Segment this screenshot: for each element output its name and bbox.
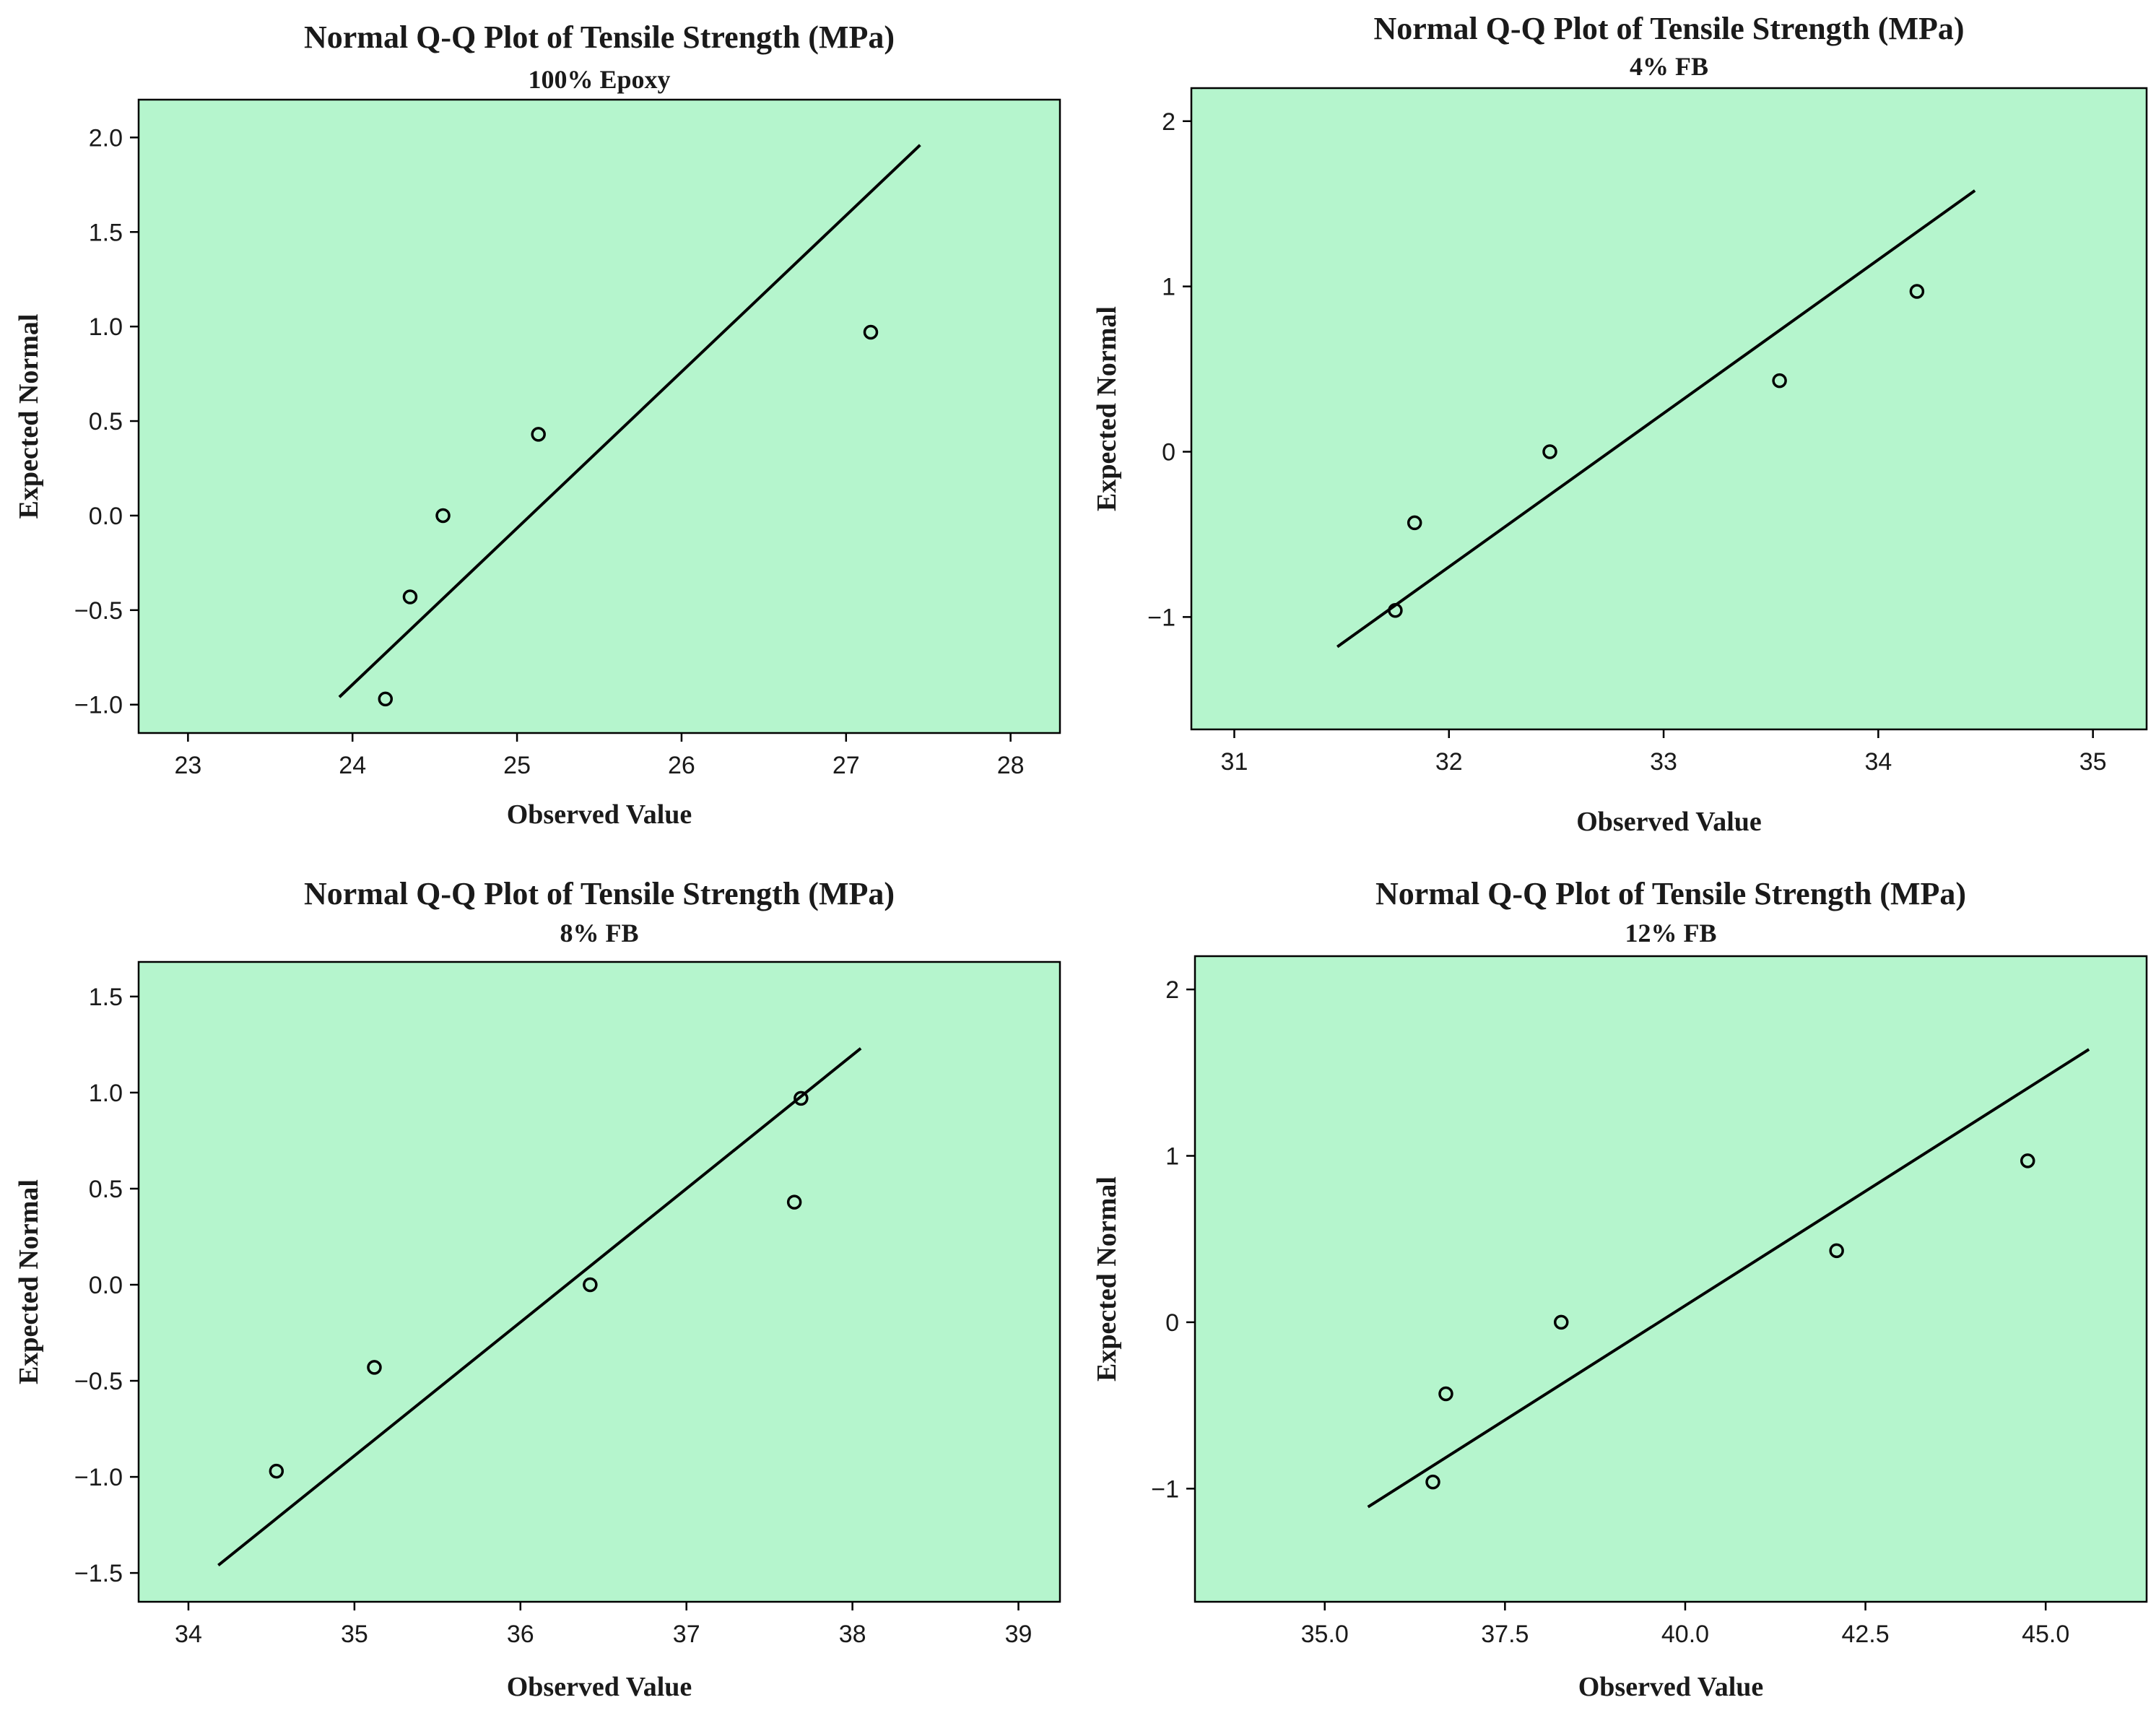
x-tick-label: 40.0 (1661, 1621, 1709, 1648)
y-axis-title: Expected Normal (1092, 306, 1122, 511)
qq-panel-4-fb: Normal Q-Q Plot of Tensile Strength (MPa… (1078, 0, 2156, 856)
y-tick-label: 1.5 (89, 984, 123, 1011)
x-tick-label: 39 (1005, 1621, 1033, 1648)
x-tick-label: 25 (503, 752, 531, 779)
reference-line (338, 144, 921, 698)
reference-line (1367, 1048, 2090, 1509)
x-tick-label: 37.5 (1481, 1621, 1529, 1648)
chart-title: Normal Q-Q Plot of Tensile Strength (MPa… (1374, 11, 1965, 46)
data-point (1772, 373, 1787, 389)
data-point (1388, 602, 1403, 618)
chart-svg: Normal Q-Q Plot of Tensile Strength (MPa… (1092, 11, 2148, 837)
y-tick-label: 1.0 (89, 1080, 123, 1107)
x-tick-label: 33 (1650, 748, 1677, 776)
y-tick-label: 1 (1165, 1142, 1179, 1170)
chart-subtitle: 100% Epoxy (528, 65, 670, 94)
y-tick-label: −1.0 (74, 1464, 123, 1491)
y-tick-label: 0.0 (89, 503, 123, 530)
x-tick-label: 34 (1864, 748, 1892, 776)
y-tick-label: −0.5 (74, 1368, 123, 1395)
plot-area (137, 98, 1061, 734)
y-tick-label: −1 (1147, 604, 1175, 631)
x-tick-label: 45.0 (2022, 1621, 2069, 1648)
data-point (367, 1360, 382, 1375)
qq-panel-8-fb: Normal Q-Q Plot of Tensile Strength (MPa… (0, 856, 1078, 1713)
x-tick-label: 23 (174, 752, 201, 779)
reference-line (1336, 189, 1976, 649)
x-axis-title: Observed Value (1578, 1672, 1764, 1702)
qq-panel-100-epoxy: Normal Q-Q Plot of Tensile Strength (MPa… (0, 0, 1078, 856)
x-axis-title: Observed Value (1576, 807, 1762, 837)
y-tick-label: 2 (1162, 108, 1175, 136)
y-tick-label: −1.0 (74, 692, 123, 719)
y-tick-label: 2.0 (89, 124, 123, 152)
y-tick-label: −0.5 (74, 597, 123, 625)
chart-svg: Normal Q-Q Plot of Tensile Strength (MPa… (14, 876, 1061, 1702)
data-point (863, 324, 879, 340)
chart-subtitle: 4% FB (1630, 52, 1708, 81)
data-point (2020, 1153, 2035, 1168)
data-point (402, 589, 418, 604)
data-point (1542, 444, 1557, 459)
data-point (583, 1277, 598, 1293)
y-tick-label: 2 (1165, 976, 1179, 1004)
x-tick-label: 36 (507, 1621, 534, 1648)
y-tick-label: 1.5 (89, 219, 123, 246)
data-point (435, 508, 451, 524)
data-point (1407, 515, 1422, 531)
y-tick-label: 0.0 (89, 1272, 123, 1299)
data-point (1553, 1314, 1569, 1330)
x-tick-label: 32 (1435, 748, 1463, 776)
y-axis-title: Expected Normal (14, 314, 44, 519)
x-tick-label: 35 (341, 1621, 368, 1648)
y-tick-label: 1.0 (89, 313, 123, 341)
x-tick-label: 35.0 (1301, 1621, 1349, 1648)
data-point (1425, 1474, 1440, 1490)
plot-area (1190, 87, 2148, 731)
y-tick-label: 0.5 (89, 1176, 123, 1203)
chart-subtitle: 8% FB (560, 919, 638, 947)
x-tick-label: 27 (833, 752, 860, 779)
chart-title: Normal Q-Q Plot of Tensile Strength (MPa… (1375, 876, 1966, 911)
x-tick-label: 28 (997, 752, 1025, 779)
chart-title: Normal Q-Q Plot of Tensile Strength (MPa… (304, 876, 895, 911)
y-axis-title: Expected Normal (14, 1179, 44, 1384)
chart-svg: Normal Q-Q Plot of Tensile Strength (MPa… (1092, 876, 2148, 1702)
x-tick-label: 24 (339, 752, 366, 779)
x-tick-label: 42.5 (1841, 1621, 1889, 1648)
x-tick-label: 37 (673, 1621, 700, 1648)
y-axis-title: Expected Normal (1092, 1176, 1122, 1382)
x-axis-title: Observed Value (507, 799, 692, 830)
reference-line (217, 1047, 862, 1567)
data-point (786, 1194, 802, 1210)
data-point (378, 691, 394, 707)
x-tick-label: 35 (2079, 748, 2107, 776)
y-tick-label: −1.5 (74, 1560, 123, 1587)
y-tick-label: 0.5 (89, 408, 123, 435)
plot-area (1194, 955, 2148, 1603)
x-tick-label: 34 (175, 1621, 202, 1648)
x-tick-label: 38 (839, 1621, 866, 1648)
x-axis-title: Observed Value (507, 1672, 692, 1702)
data-point (269, 1463, 284, 1479)
y-tick-label: 0 (1165, 1309, 1179, 1337)
y-tick-label: −1 (1151, 1475, 1179, 1503)
chart-title: Normal Q-Q Plot of Tensile Strength (MPa… (304, 19, 895, 55)
data-point (1438, 1386, 1453, 1402)
qq-panel-12-fb: Normal Q-Q Plot of Tensile Strength (MPa… (1078, 856, 2156, 1713)
data-point (794, 1090, 809, 1106)
chart-svg: Normal Q-Q Plot of Tensile Strength (MPa… (14, 19, 1061, 830)
data-point (1829, 1243, 1844, 1259)
data-point (1909, 284, 1925, 299)
chart-subtitle: 12% FB (1625, 919, 1716, 947)
y-tick-label: 0 (1162, 439, 1175, 467)
y-tick-label: 1 (1162, 274, 1175, 301)
x-tick-label: 26 (668, 752, 695, 779)
plot-area (137, 960, 1061, 1603)
x-tick-label: 31 (1221, 748, 1248, 776)
data-point (531, 427, 546, 442)
